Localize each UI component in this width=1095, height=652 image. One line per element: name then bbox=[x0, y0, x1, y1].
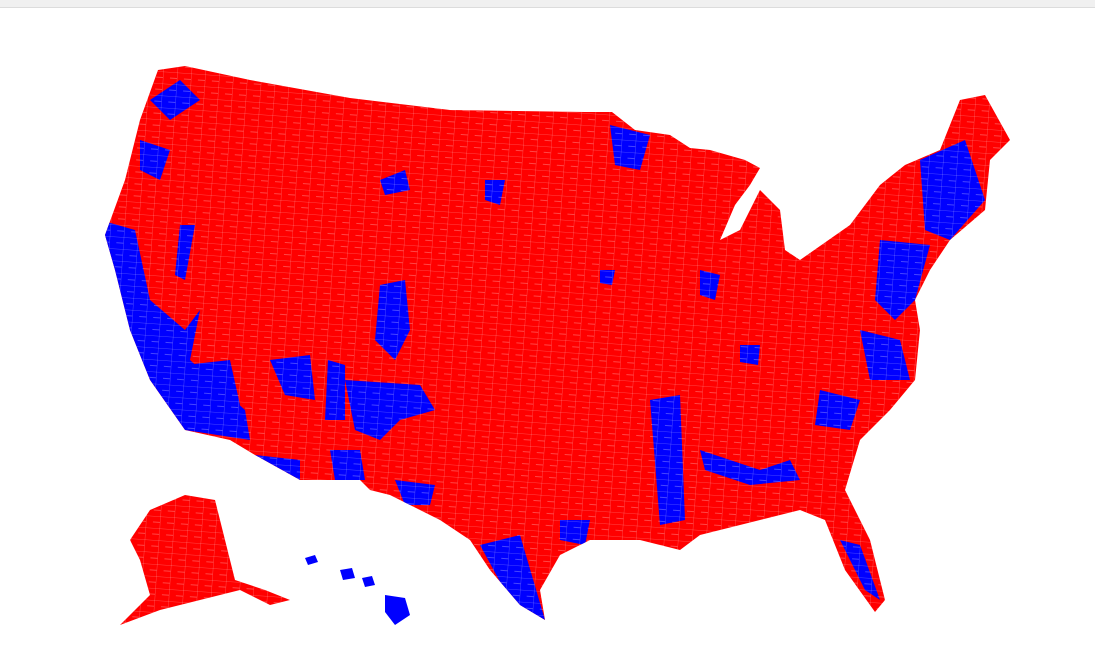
hawaii bbox=[305, 555, 410, 625]
top-bar bbox=[0, 0, 1095, 8]
